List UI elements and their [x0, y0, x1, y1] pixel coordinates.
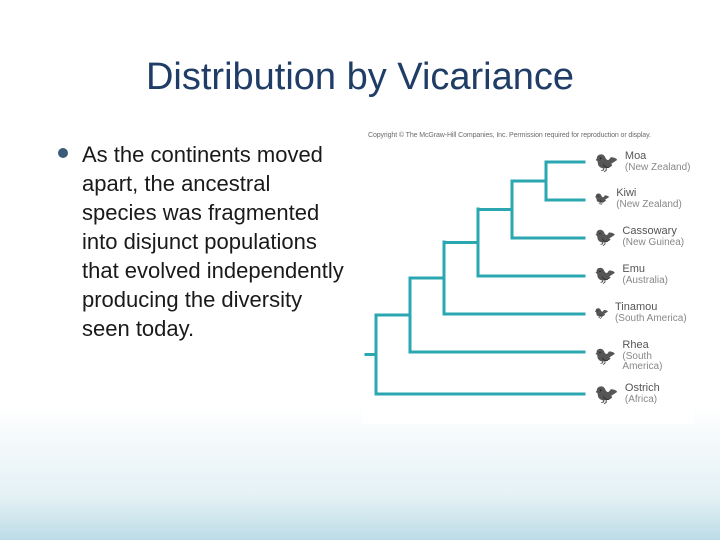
leaf-name: Emu: [622, 264, 668, 276]
leaf-location: (South America): [615, 314, 687, 325]
bird-silhouette-icon: 🐦: [594, 150, 619, 175]
bird-silhouette-icon: 🐦: [594, 227, 616, 248]
leaf-label: Emu(Australia): [622, 264, 668, 286]
cladogram-tree: [362, 146, 592, 422]
leaf-location: (South America): [622, 352, 694, 373]
bird-silhouette-icon: 🐦: [594, 346, 616, 367]
leaf-row: 🐦 Kiwi(New Zealand): [594, 188, 682, 210]
leaf-row: 🐦 Moa(New Zealand): [594, 150, 691, 175]
leaf-name: Kiwi: [616, 188, 682, 200]
leaf-location: (New Guinea): [622, 238, 684, 249]
slide-title: Distribution by Vicariance: [0, 56, 720, 99]
leaf-label: Moa(New Zealand): [625, 151, 691, 173]
leaf-label: Ostrich(Africa): [625, 383, 660, 405]
leaf-label: Kiwi(New Zealand): [616, 188, 682, 210]
leaf-label: Cassowary(New Guinea): [622, 226, 684, 248]
leaf-label: Tinamou(South America): [615, 302, 687, 324]
bullet-text: As the continents moved apart, the ances…: [82, 140, 350, 343]
bird-silhouette-icon: 🐦: [594, 306, 609, 320]
figure-copyright: Copyright © The McGraw-Hill Companies, I…: [368, 132, 651, 139]
bird-silhouette-icon: 🐦: [594, 382, 619, 407]
leaf-name: Tinamou: [615, 302, 687, 314]
leaf-row: 🐦 Cassowary(New Guinea): [594, 226, 684, 248]
leaf-name: Rhea: [622, 340, 694, 352]
leaf-row: 🐦 Emu(Australia): [594, 264, 668, 286]
leaf-location: (Australia): [622, 276, 668, 287]
leaf-row: 🐦 Ostrich(Africa): [594, 382, 660, 407]
leaf-location: (New Zealand): [625, 163, 691, 174]
leaf-location: (Africa): [625, 395, 660, 406]
leaf-row: 🐦 Tinamou(South America): [594, 302, 687, 324]
bird-silhouette-icon: 🐦: [594, 191, 610, 207]
bullet-item: As the continents moved apart, the ances…: [58, 140, 350, 343]
leaf-row: 🐦 Rhea(South America): [594, 340, 694, 373]
leaf-location: (New Zealand): [616, 200, 682, 211]
leaf-label: Rhea(South America): [622, 340, 694, 373]
bird-silhouette-icon: 🐦: [594, 265, 616, 286]
cladogram-figure: Copyright © The McGraw-Hill Companies, I…: [362, 128, 694, 424]
bullet-dot-icon: [58, 148, 68, 158]
leaf-name: Cassowary: [622, 226, 684, 238]
slide: Distribution by Vicariance As the contin…: [0, 0, 720, 540]
